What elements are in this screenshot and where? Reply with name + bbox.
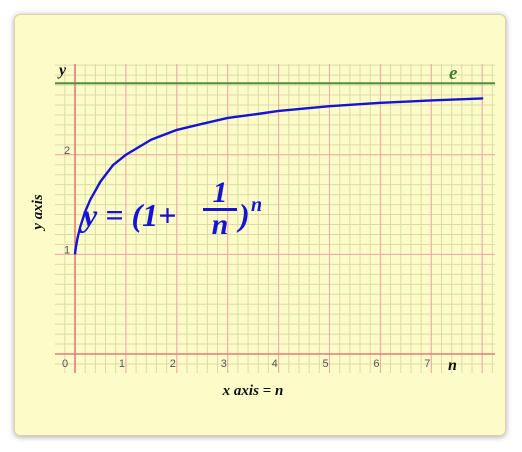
y-axis-letter: y bbox=[57, 62, 67, 79]
major-grid bbox=[55, 64, 495, 373]
y-tick-label: 1 bbox=[64, 244, 70, 256]
axes bbox=[55, 64, 495, 373]
x-tick-label: 6 bbox=[373, 358, 379, 370]
formula-numerator: 1 bbox=[213, 176, 228, 209]
tick-labels: 0 1 2 3 4 5 6 7 1 2 bbox=[62, 145, 430, 370]
x-tick-label: 0 bbox=[62, 358, 68, 370]
x-tick-label: 7 bbox=[424, 358, 430, 370]
formula-exponent: n bbox=[251, 194, 262, 216]
chart-card: 0 1 2 3 4 5 6 7 1 2 e y n x axis = n y axis y = (… bbox=[14, 14, 506, 436]
formula-denominator: n bbox=[212, 208, 229, 241]
curve-line bbox=[74, 97, 484, 251]
x-axis-title: x axis = n bbox=[222, 383, 284, 399]
fraction-bar bbox=[203, 208, 237, 211]
e-label: e bbox=[449, 63, 458, 84]
curve-series bbox=[73, 97, 484, 255]
x-tick-label: 5 bbox=[323, 358, 329, 370]
y-tick-label: 2 bbox=[64, 145, 70, 157]
x-tick-label: 3 bbox=[221, 358, 227, 370]
y-axis-title: y axis bbox=[30, 194, 46, 232]
x-tick-label: 4 bbox=[272, 358, 278, 370]
formula-label: y = (1+ 1 n ) n bbox=[79, 176, 262, 241]
formula-close: ) bbox=[236, 197, 250, 233]
x-tick-label: 2 bbox=[170, 358, 176, 370]
formula-lhs: y = (1+ bbox=[79, 197, 176, 233]
chart-svg: 0 1 2 3 4 5 6 7 1 2 e y n x axis = n y axis y = (… bbox=[30, 62, 495, 399]
x-axis-letter: n bbox=[448, 357, 457, 374]
x-tick-label: 1 bbox=[119, 358, 125, 370]
